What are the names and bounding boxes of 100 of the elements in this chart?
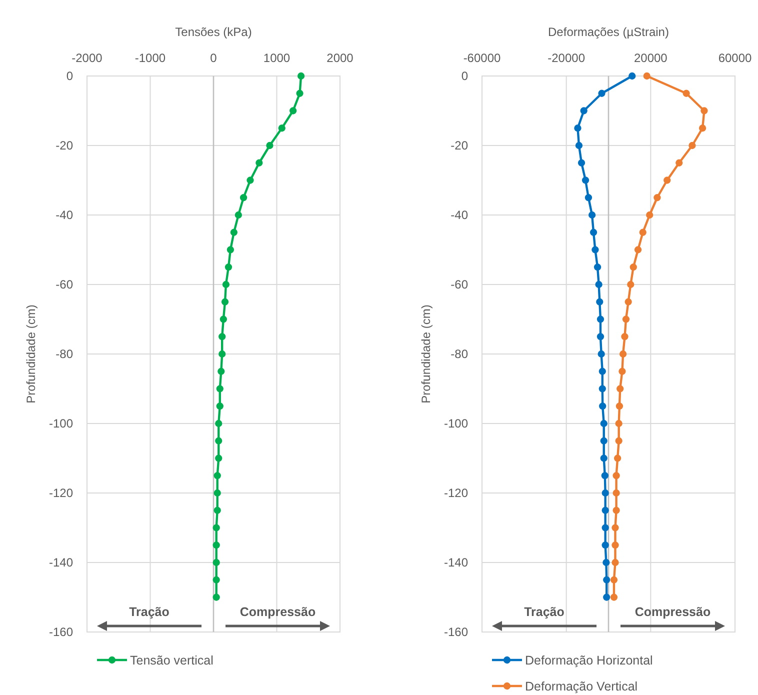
point — [610, 576, 618, 584]
point — [596, 316, 604, 323]
y-tick-label: -160 — [48, 625, 74, 639]
y-axis-title: Profundidade (cm) — [24, 304, 38, 404]
point — [621, 333, 628, 340]
point — [615, 437, 622, 444]
point — [216, 402, 224, 410]
legend-label: Deformação Vertical — [525, 680, 638, 694]
point — [592, 246, 599, 254]
x-tick-label: 60000 — [718, 51, 752, 65]
point — [628, 72, 636, 80]
point — [612, 558, 619, 566]
point — [574, 124, 582, 132]
point — [600, 454, 608, 462]
point — [214, 506, 221, 514]
point — [215, 454, 222, 462]
point — [278, 124, 286, 132]
point — [612, 472, 620, 480]
annotation: Tração — [524, 605, 565, 619]
point — [688, 142, 696, 150]
point — [603, 576, 610, 584]
point — [603, 594, 610, 601]
annotation: Tração — [129, 605, 170, 619]
point — [615, 420, 622, 428]
y-tick-label: -60 — [56, 278, 74, 292]
point — [602, 558, 610, 566]
y-tick-label: -120 — [48, 486, 74, 500]
y-tick-label: -140 — [48, 556, 74, 570]
point — [612, 542, 619, 549]
y-tick-label: -20 — [56, 138, 74, 152]
x-tick-label: -2000 — [72, 51, 103, 65]
point — [700, 107, 708, 114]
point — [240, 194, 248, 202]
point — [646, 211, 654, 219]
point — [598, 385, 606, 392]
point — [220, 316, 227, 323]
legend-label: Tensão vertical — [130, 654, 214, 668]
point — [596, 333, 604, 340]
y-tick-label: 0 — [66, 69, 74, 83]
point — [230, 228, 238, 236]
point — [612, 524, 619, 532]
point — [266, 142, 274, 150]
point — [598, 368, 606, 375]
y-tick-label: -140 — [444, 556, 468, 570]
point — [619, 350, 627, 358]
point — [256, 159, 263, 166]
point — [602, 506, 609, 514]
point — [612, 489, 620, 497]
point — [616, 385, 624, 392]
point — [602, 489, 609, 497]
point — [214, 489, 221, 497]
point — [602, 542, 609, 549]
point — [612, 506, 620, 514]
point — [654, 194, 661, 202]
point — [630, 264, 637, 271]
point — [215, 420, 222, 428]
point — [590, 228, 598, 236]
point — [212, 524, 220, 532]
point — [698, 124, 706, 132]
y-tick-label: 0 — [461, 69, 468, 83]
point — [682, 90, 690, 97]
y-tick-label: -80 — [450, 347, 468, 361]
point — [290, 107, 297, 114]
point — [594, 264, 602, 271]
point — [676, 159, 683, 166]
point — [598, 350, 605, 358]
point — [634, 246, 642, 254]
point — [664, 176, 671, 184]
point — [643, 72, 650, 80]
annotation: Compressão — [240, 605, 316, 619]
y-tick-label: -160 — [444, 625, 468, 639]
point — [296, 90, 304, 97]
point — [598, 90, 606, 97]
point — [226, 246, 234, 254]
point — [600, 437, 608, 444]
point — [216, 385, 224, 392]
point — [584, 194, 592, 202]
point — [212, 558, 220, 566]
point — [616, 402, 624, 410]
point — [580, 107, 588, 114]
x-axis-title: Tensões (kPa) — [175, 25, 252, 39]
point — [622, 316, 630, 323]
y-tick-label: -60 — [450, 278, 468, 292]
point — [627, 280, 634, 288]
point — [215, 437, 222, 444]
x-tick-label: -60000 — [463, 51, 502, 65]
point — [224, 264, 232, 271]
annotation: Compressão — [634, 605, 711, 619]
point — [212, 542, 220, 549]
point — [578, 159, 586, 166]
point — [297, 72, 305, 80]
point — [624, 298, 632, 306]
point — [212, 594, 220, 601]
point — [610, 594, 618, 601]
point — [639, 228, 646, 236]
point — [614, 454, 622, 462]
x-tick-label: 20000 — [634, 51, 668, 65]
point — [595, 280, 602, 288]
x-tick-label: -1000 — [134, 51, 166, 65]
point — [218, 368, 225, 375]
